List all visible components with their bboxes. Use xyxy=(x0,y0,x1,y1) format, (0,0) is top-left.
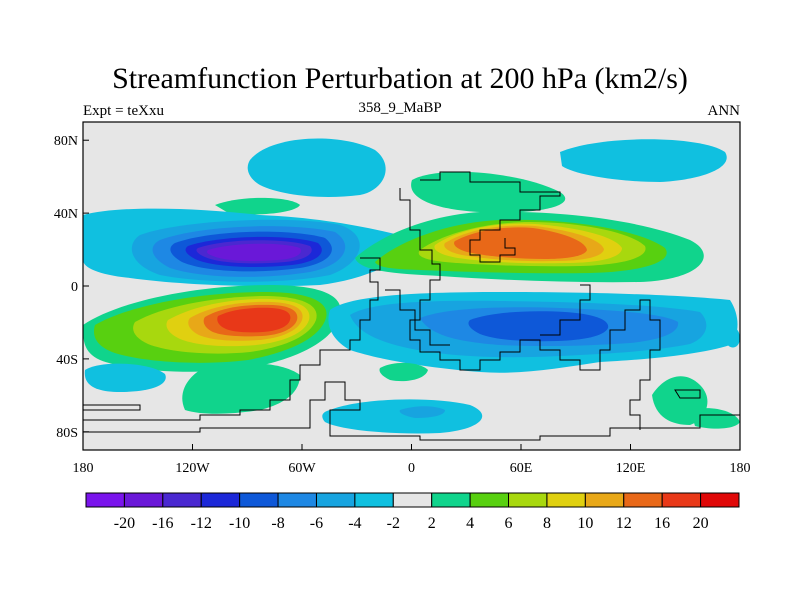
contour-red-sw xyxy=(217,307,291,333)
coastline-inner-2 xyxy=(540,284,591,336)
x-tick-label: 0 xyxy=(408,461,415,476)
contour-negative-6 xyxy=(207,243,301,261)
contour-green-sw2 xyxy=(182,363,300,414)
map-panel: 180 120W 60W 0 60E 120E 180 80N 40N 0 40S 80S xyxy=(54,121,751,476)
x-tick-label: 120E xyxy=(616,461,646,476)
coastline-africa-eurasia xyxy=(399,188,661,430)
contour-green-n1 xyxy=(215,197,300,215)
colorbar-label: -4 xyxy=(348,515,361,532)
y-tick-label: 40N xyxy=(54,207,78,222)
colorbar-label: 12 xyxy=(616,515,632,532)
colorbar-swatch xyxy=(546,492,586,508)
colorbar-swatch xyxy=(431,492,471,508)
contour-cyan-ant xyxy=(322,399,483,434)
contour-fill-layer xyxy=(83,138,740,434)
colorbar-label: -8 xyxy=(271,515,284,532)
contour-green-s xyxy=(379,362,428,382)
contour-cyan-n1 xyxy=(247,138,386,197)
x-tick-label: 180 xyxy=(73,461,94,476)
colorbar-label: 2 xyxy=(428,515,436,532)
x-tick-label: 120W xyxy=(175,461,210,476)
colorbar-label: 16 xyxy=(654,515,670,532)
contour-cyan-e xyxy=(725,327,740,348)
colorbar-swatch xyxy=(661,492,702,508)
contour-green-se2 xyxy=(690,408,740,429)
colorbar-label: -20 xyxy=(114,515,135,532)
colorbar-label: -10 xyxy=(229,515,250,532)
colorbar-label: -12 xyxy=(191,515,212,532)
plot-title: Streamfunction Perturbation at 200 hPa (… xyxy=(112,62,688,95)
colorbar-swatch xyxy=(85,492,125,508)
colorbar: -20 -16 -12 -10 -8 -6 -4 -2 2 4 6 8 10 12 16 20 xyxy=(85,492,740,532)
case-label: 358_9_MaBP xyxy=(358,100,442,116)
contour-lightblue-ant xyxy=(399,406,445,418)
contour-green-n2 xyxy=(411,171,566,213)
x-tick-label: 180 xyxy=(730,461,751,476)
experiment-label: Expt = teXxu xyxy=(83,103,164,119)
coastline-antarctica xyxy=(83,381,740,441)
colorbar-swatch xyxy=(315,492,356,508)
x-tick-label: 60W xyxy=(288,461,316,476)
colorbar-swatch xyxy=(700,492,740,508)
contour-cyan-n2 xyxy=(560,139,727,182)
colorbar-label: 10 xyxy=(577,515,593,532)
colorbar-swatch xyxy=(469,492,510,508)
coastline-inner xyxy=(385,289,450,346)
contour-darkblue-south xyxy=(468,311,609,342)
colorbar-swatch xyxy=(277,492,317,508)
colorbar-label: 8 xyxy=(543,515,551,532)
colorbar-label: 20 xyxy=(693,515,709,532)
contour-cyan-sw xyxy=(84,363,166,392)
colorbar-swatch xyxy=(162,492,202,508)
y-tick-label: 0 xyxy=(71,280,78,295)
colorbar-label: -16 xyxy=(152,515,173,532)
coastline-south-america xyxy=(83,257,381,421)
coastline-south-tip xyxy=(83,404,141,411)
colorbar-label: 6 xyxy=(505,515,513,532)
colorbar-swatch xyxy=(584,492,625,508)
coastline-asia xyxy=(420,171,561,263)
colorbar-label: -2 xyxy=(387,515,400,532)
x-tick-label: 60E xyxy=(510,461,533,476)
x-axis: 180 120W 60W 0 60E 120E 180 xyxy=(73,444,751,476)
coastline-layer xyxy=(83,171,740,441)
y-tick-label: 80S xyxy=(56,426,78,441)
colorbar-swatch xyxy=(508,492,548,508)
colorbar-swatch xyxy=(392,492,433,508)
coastline-australia xyxy=(674,389,701,399)
y-tick-label: 40S xyxy=(56,353,78,368)
colorbar-swatch xyxy=(354,492,394,508)
colorbar-swatch xyxy=(239,492,279,508)
season-label: ANN xyxy=(707,103,741,119)
colorbar-swatch xyxy=(200,492,241,508)
colorbar-label: 4 xyxy=(466,515,474,532)
colorbar-label: -6 xyxy=(310,515,323,532)
colorbar-swatch xyxy=(623,492,663,508)
contour-darkorange-ne xyxy=(454,227,587,259)
y-axis: 80N 40N 0 40S 80S xyxy=(54,134,89,441)
colorbar-swatch xyxy=(123,492,164,508)
y-tick-label: 80N xyxy=(54,134,78,149)
